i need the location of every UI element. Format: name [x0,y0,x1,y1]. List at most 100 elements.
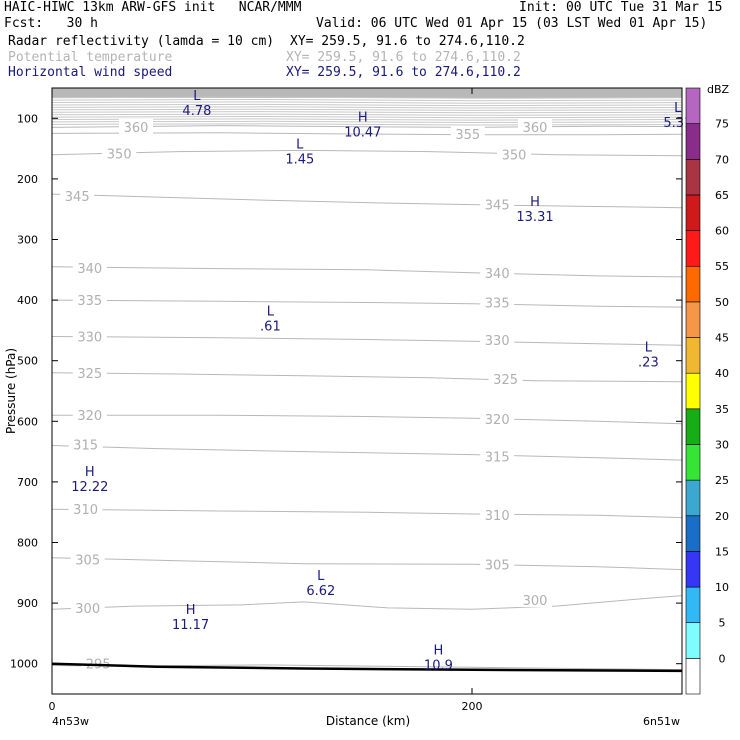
wind-extremum-value: 12.22 [71,480,108,495]
upper-contour-line [52,101,682,104]
colorbar-label: 35 [715,403,729,416]
contour-label-bg [518,592,552,608]
wind-low-marker: L [193,89,201,104]
contour-label-bg [480,264,515,280]
wind-extremum-value: 5.31 [663,116,692,131]
y-axis: 100 200 300 400 500 600 700 800 900 1000 [10,112,682,671]
init-time: Init: 00 UTC Tue 31 Mar 15 [519,0,723,15]
colorbar-label: 5 [719,617,726,630]
theta-contour-320 [52,414,682,425]
colorbar-swatch [685,230,701,267]
contour-label-bg [60,187,95,203]
colorbar-swatch [685,87,701,124]
theta-contour-345 [52,193,682,209]
wind-extremum-value: 4.78 [182,104,211,119]
contour-label-315: 315 [485,450,510,465]
wind-extremum-value: 13.31 [516,210,553,225]
contour-label-bg [480,507,515,523]
contour-label-330: 330 [77,330,102,345]
contour-label-bg [72,328,107,344]
wind-extremum-value: 11.17 [172,618,209,633]
contour-label-335: 335 [485,297,510,312]
contour-label-bg [72,259,107,275]
contour-label-bg [70,599,105,615]
field-wind-name: Horizontal wind speed [8,65,173,80]
colorbar-swatch [685,586,701,624]
upper-contour-line [52,96,682,99]
colorbar-label: 0 [719,652,726,665]
contour-label-300: 300 [75,602,100,617]
wind-high-marker: H [186,603,196,618]
colorbar-swatch [685,551,701,588]
colorbar-label: 50 [715,296,729,309]
contour-label-330: 330 [485,334,510,349]
colorbar-swatch [685,622,701,659]
contour-label-350: 350 [107,147,132,162]
colorbar-swatch [685,444,701,481]
stratospheric-contour-bundle [52,96,682,126]
contour-label-bg [68,501,103,517]
theta-contour-325 [52,372,682,383]
contour-label-360: 360 [124,121,149,136]
upper-contour-line [52,118,682,121]
upper-contour-line [52,98,682,102]
y-tick-label: 400 [17,294,38,307]
contour-label-350: 350 [502,149,527,164]
colorbar-label: 70 [715,153,729,166]
theta-contour-330 [52,336,682,346]
wind-low-marker: L [674,101,682,116]
contour-label-320: 320 [77,409,102,424]
upper-contour-line [52,106,682,109]
theta-contour-340 [52,266,682,278]
colorbar-swatch [685,337,701,374]
upper-contour-line [52,113,682,116]
contour-label-305: 305 [485,558,510,573]
colorbar-swatch [685,123,701,160]
contour-label-bg [480,410,515,426]
contour-label-bg [518,118,552,134]
contour-label-bg [70,551,105,567]
field-theta-name: Potential temperature [8,50,173,65]
contour-label-bg [480,448,515,464]
terrain-line [52,662,682,673]
valid-time: Valid: 06 UTC Wed 01 Apr 15 (03 LST Wed … [316,16,708,31]
y-tick-label: 900 [17,597,38,610]
y-axis-label: Pressure (hPa) [4,348,18,434]
terrain-surface [52,662,682,673]
wind-extremum-value: .61 [260,319,281,334]
wind-extremum-value: 10.47 [344,125,381,140]
contour-label-325: 325 [77,367,102,382]
wind-low-marker: L [317,569,325,584]
contour-label-bg [480,332,515,348]
wind-extremum-value: 10.9 [424,659,453,674]
colorbar-swatch [685,301,701,338]
contour-label-bg [72,364,107,380]
colorbar-label: 65 [715,189,729,202]
contour-label-345: 345 [65,190,90,205]
colorbar-label: 20 [715,510,729,523]
theta-contour-305 [52,557,682,571]
contour-label-360: 360 [523,121,548,136]
field-reflectivity-xy: XY= 259.5, 91.6 to 274.6,110.2 [290,34,525,49]
model-title: HAIC-HIWC 13km ARW-GFS init NCAR/MMM [4,0,302,15]
y-tick-label: 100 [17,112,38,125]
upper-contour-line [52,103,682,107]
colorbar-swatch [685,158,701,196]
colorbar-swatch [685,408,701,445]
y-tick-label: 700 [17,476,38,489]
colorbar-swatch [685,372,701,410]
theta-contour-310 [52,508,682,519]
contour-label-300: 300 [523,594,548,609]
wind-high-marker: H [358,110,368,125]
contour-label-bg [480,294,515,310]
contour-label-335: 335 [77,294,102,309]
field-theta-xy: XY= 259.5, 91.6 to 274.6,110.2 [286,50,521,65]
contour-label-bg [72,407,107,423]
contour-label-340: 340 [485,267,510,282]
field-wind-xy: XY= 259.5, 91.6 to 274.6,110.2 [286,65,521,80]
contour-label-310: 310 [485,509,510,524]
colorbar-label: 15 [715,545,729,558]
x-tick-label: 200 [462,700,483,713]
theta-contour-300 [52,595,682,610]
